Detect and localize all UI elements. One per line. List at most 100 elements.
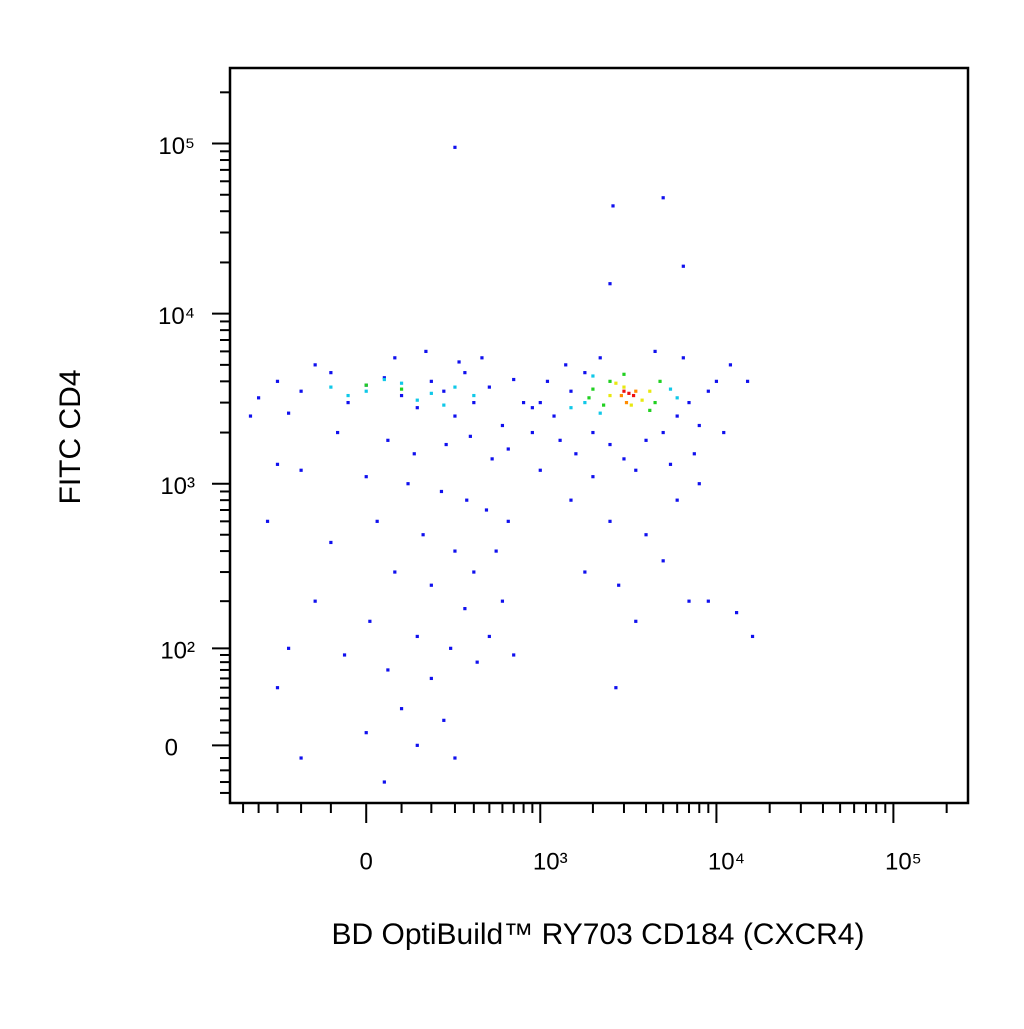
point (552, 414, 556, 418)
point (487, 385, 491, 389)
point (697, 423, 701, 428)
point (583, 400, 587, 405)
point (386, 668, 390, 672)
point (644, 438, 648, 442)
point (442, 403, 446, 407)
point (393, 356, 397, 360)
point (429, 379, 433, 383)
y-tick-label: 10² (160, 638, 195, 665)
point (442, 389, 446, 393)
point (745, 379, 750, 383)
point (346, 400, 350, 405)
point (500, 423, 505, 428)
point (631, 393, 636, 398)
point (734, 611, 739, 615)
point (687, 599, 691, 603)
x-tick-label: 10⁵ (885, 848, 922, 875)
point (449, 646, 453, 650)
point (399, 381, 404, 385)
point (386, 438, 390, 442)
point (728, 363, 733, 367)
point (375, 519, 379, 523)
point (421, 533, 425, 537)
point (429, 583, 433, 587)
point (472, 393, 476, 398)
point (415, 398, 419, 402)
point (583, 371, 587, 375)
point (382, 780, 386, 784)
point (608, 282, 612, 286)
point (661, 559, 665, 563)
y-tick-label: 10⁵ (158, 133, 195, 160)
point (506, 519, 510, 523)
point (364, 731, 368, 735)
point (299, 389, 303, 393)
point (614, 686, 618, 690)
point (644, 533, 648, 537)
point (336, 430, 340, 435)
plot-frame (228, 66, 970, 805)
point (393, 570, 397, 574)
y-axis-label: FITC CD4 (54, 370, 87, 505)
point (475, 660, 479, 664)
point (506, 447, 510, 451)
point (494, 549, 498, 553)
point (634, 389, 638, 393)
point (591, 430, 595, 435)
point (687, 400, 691, 405)
point (453, 385, 457, 389)
point (415, 743, 419, 747)
x-tick-label: 10⁴ (708, 848, 745, 875)
point (313, 599, 317, 603)
point (484, 508, 489, 512)
point (608, 519, 612, 523)
point (429, 391, 433, 395)
point (275, 379, 280, 383)
point (622, 457, 626, 461)
point (265, 519, 270, 523)
point (634, 468, 638, 472)
point (706, 599, 710, 603)
point (248, 414, 253, 418)
point (750, 634, 755, 639)
point (472, 400, 476, 405)
point (658, 379, 662, 383)
point (415, 634, 419, 639)
point (681, 356, 685, 360)
point (472, 570, 476, 574)
point (286, 411, 291, 415)
point (558, 438, 562, 442)
point (382, 376, 386, 380)
y-tick-label: 0 (165, 735, 178, 762)
point (329, 371, 333, 375)
point (661, 430, 665, 435)
point (634, 619, 638, 623)
point (697, 482, 701, 486)
point (569, 389, 573, 393)
point (629, 403, 633, 407)
point (545, 379, 550, 383)
x-tick-label: 10³ (533, 848, 568, 875)
point (583, 570, 587, 574)
point (457, 360, 461, 364)
point (681, 264, 685, 268)
point (598, 356, 602, 360)
point (415, 406, 419, 410)
point (591, 387, 595, 391)
point (512, 377, 516, 382)
point (668, 462, 673, 466)
point (622, 389, 626, 393)
point (661, 196, 665, 200)
point (530, 430, 534, 435)
point (368, 619, 372, 623)
point (538, 468, 542, 472)
point (569, 406, 573, 410)
y-tick-label: 10³ (160, 473, 195, 500)
point (480, 356, 484, 360)
point (608, 379, 612, 383)
point (622, 372, 626, 376)
point (617, 583, 621, 587)
point (442, 718, 446, 722)
